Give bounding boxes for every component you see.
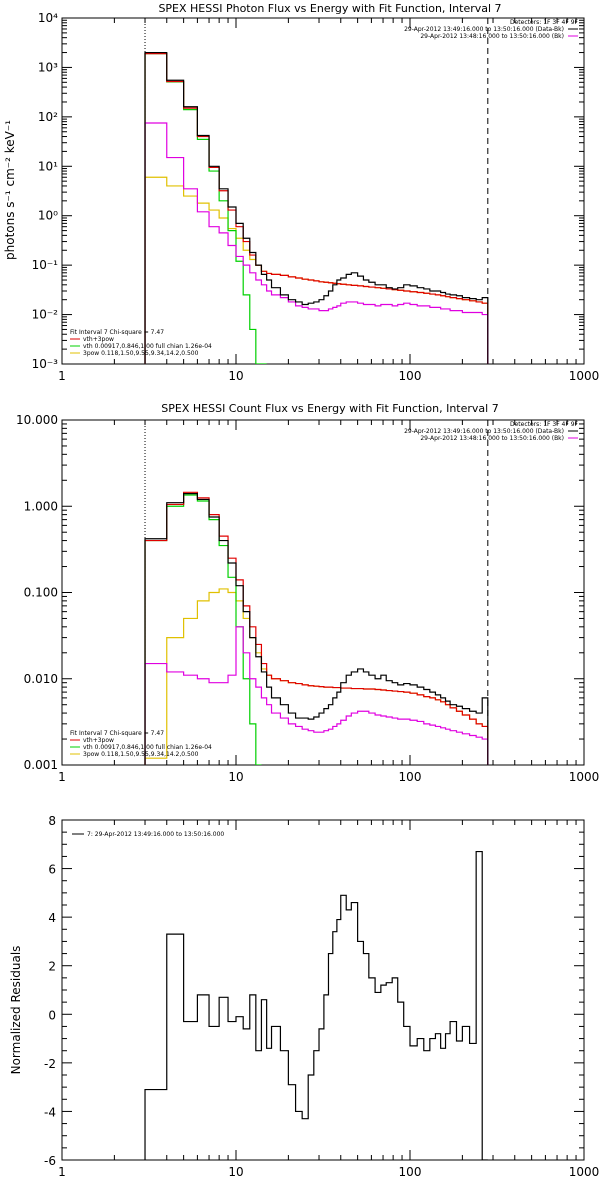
y-tick-label: -6 (44, 1154, 56, 1168)
fit-legend-entry: vth+3pow (83, 336, 114, 343)
legend-entry: 29-Apr-2012 13:48:16.000 to 13:50:16.000… (420, 435, 564, 442)
legend-entry: 29-Apr-2012 13:49:16.000 to 13:50:16.000… (404, 428, 564, 435)
y-axis-label: Normalized Residuals (9, 946, 23, 1075)
series-line-vth-3pow (144, 53, 489, 364)
y-tick-label: 10⁰ (38, 209, 58, 223)
count-flux-panel: SPEX HESSI Count Flux vs Energy with Fit… (16, 402, 599, 784)
plot-frame (61, 17, 585, 365)
fit-legend-header: Fit Interval 7 Chi-square = 7.47 (70, 329, 164, 336)
series-group (144, 491, 489, 765)
x-tick-label: 10 (228, 1165, 243, 1179)
series-line-data-bk (144, 51, 489, 364)
x-tick-label: 1000 (569, 770, 600, 784)
x-tick-label: 10 (228, 369, 243, 383)
y-tick-label: -2 (44, 1057, 56, 1071)
residuals-panel: Normalized Residuals 1 10 100 1000 8 6 4 2 0 -2 -4… (9, 814, 599, 1179)
series-line-3pow (144, 176, 489, 364)
legend-header: Detectors: 1F 3F 4F 9F (510, 19, 579, 26)
y-tick-label: 10⁻² (32, 308, 59, 322)
series-group (144, 850, 488, 1160)
fit-legend-entry: 3pow 0.118,1.50,9.55,9.34,14.2,0.500 (83, 751, 199, 758)
series-line-7-29-apr-2012-13-49-16-000-to-13-50-16-000 (144, 850, 488, 1160)
y-axis-label: photons s⁻¹ cm⁻² keV⁻¹ (3, 120, 17, 260)
x-tick-label: 100 (399, 369, 422, 383)
series-line-bk (144, 122, 489, 364)
chart-title: SPEX HESSI Photon Flux vs Energy with Fi… (158, 2, 501, 15)
legend-entry: 29-Apr-2012 13:48:16.000 to 13:50:16.000… (420, 33, 564, 40)
series-line-vth (144, 53, 267, 364)
series-line-vth-3pow (144, 491, 489, 765)
legend-entry: 29-Apr-2012 13:49:16.000 to 13:50:16.000… (404, 26, 564, 33)
y-tick-label: 0 (48, 1008, 56, 1022)
fit-legend-entry: vth 0.00917,0.846,1.00 full chian 1.26e-… (83, 744, 212, 751)
y-tick-label: 4 (48, 911, 56, 925)
series-line-bk (144, 626, 489, 765)
series-line-vth (144, 494, 262, 765)
x-tick-label: 1 (58, 770, 66, 784)
y-tick-label: 2 (48, 960, 56, 974)
photon-flux-panel: SPEX HESSI Photon Flux vs Energy with Fi… (3, 2, 599, 383)
chart-title: SPEX HESSI Count Flux vs Energy with Fit… (161, 402, 498, 415)
series-line-3pow (144, 588, 489, 765)
y-tick-label: 10⁻¹ (32, 258, 59, 272)
y-tick-label: 10⁴ (38, 11, 58, 25)
x-tick-label: 100 (399, 1165, 422, 1179)
fit-legend-header: Fit Interval 7 Chi-square = 7.47 (70, 730, 164, 737)
x-tick-label: 10 (228, 770, 243, 784)
y-tick-label: 0.001 (24, 758, 58, 772)
y-tick-label: 0.100 (24, 586, 58, 600)
y-tick-label: 10.000 (16, 413, 58, 427)
series-group (144, 51, 489, 364)
series-line-data-bk (144, 493, 489, 765)
y-tick-label: 1.000 (24, 499, 58, 513)
x-tick-label: 1 (58, 369, 66, 383)
y-tick-label: 6 (48, 863, 56, 877)
y-tick-label: 10³ (38, 60, 58, 74)
legend-entry: 7: 29-Apr-2012 13:49:16.000 to 13:50:16.… (87, 831, 224, 838)
y-tick-label: 8 (48, 814, 56, 828)
plot-frame (61, 819, 585, 1161)
y-tick-label: -4 (44, 1105, 56, 1119)
x-tick-label: 100 (399, 770, 422, 784)
x-tick-label: 1000 (569, 369, 600, 383)
y-tick-label: 10¹ (38, 159, 58, 173)
fit-legend-entry: vth 0.00917,0.846,1.00 full chian 1.26e-… (83, 343, 212, 350)
fit-legend-entry: vth+3pow (83, 737, 114, 744)
x-tick-label: 1000 (569, 1165, 600, 1179)
y-tick-label: 0.010 (24, 672, 58, 686)
legend-header: Detectors: 1F 3F 4F 9F (510, 421, 579, 428)
fit-legend-entry: 3pow 0.118,1.50,9.55,9.34,14.2,0.500 (83, 350, 199, 357)
x-tick-label: 1 (58, 1165, 66, 1179)
y-tick-label: 10² (38, 110, 58, 124)
y-tick-label: 10⁻³ (32, 357, 59, 371)
